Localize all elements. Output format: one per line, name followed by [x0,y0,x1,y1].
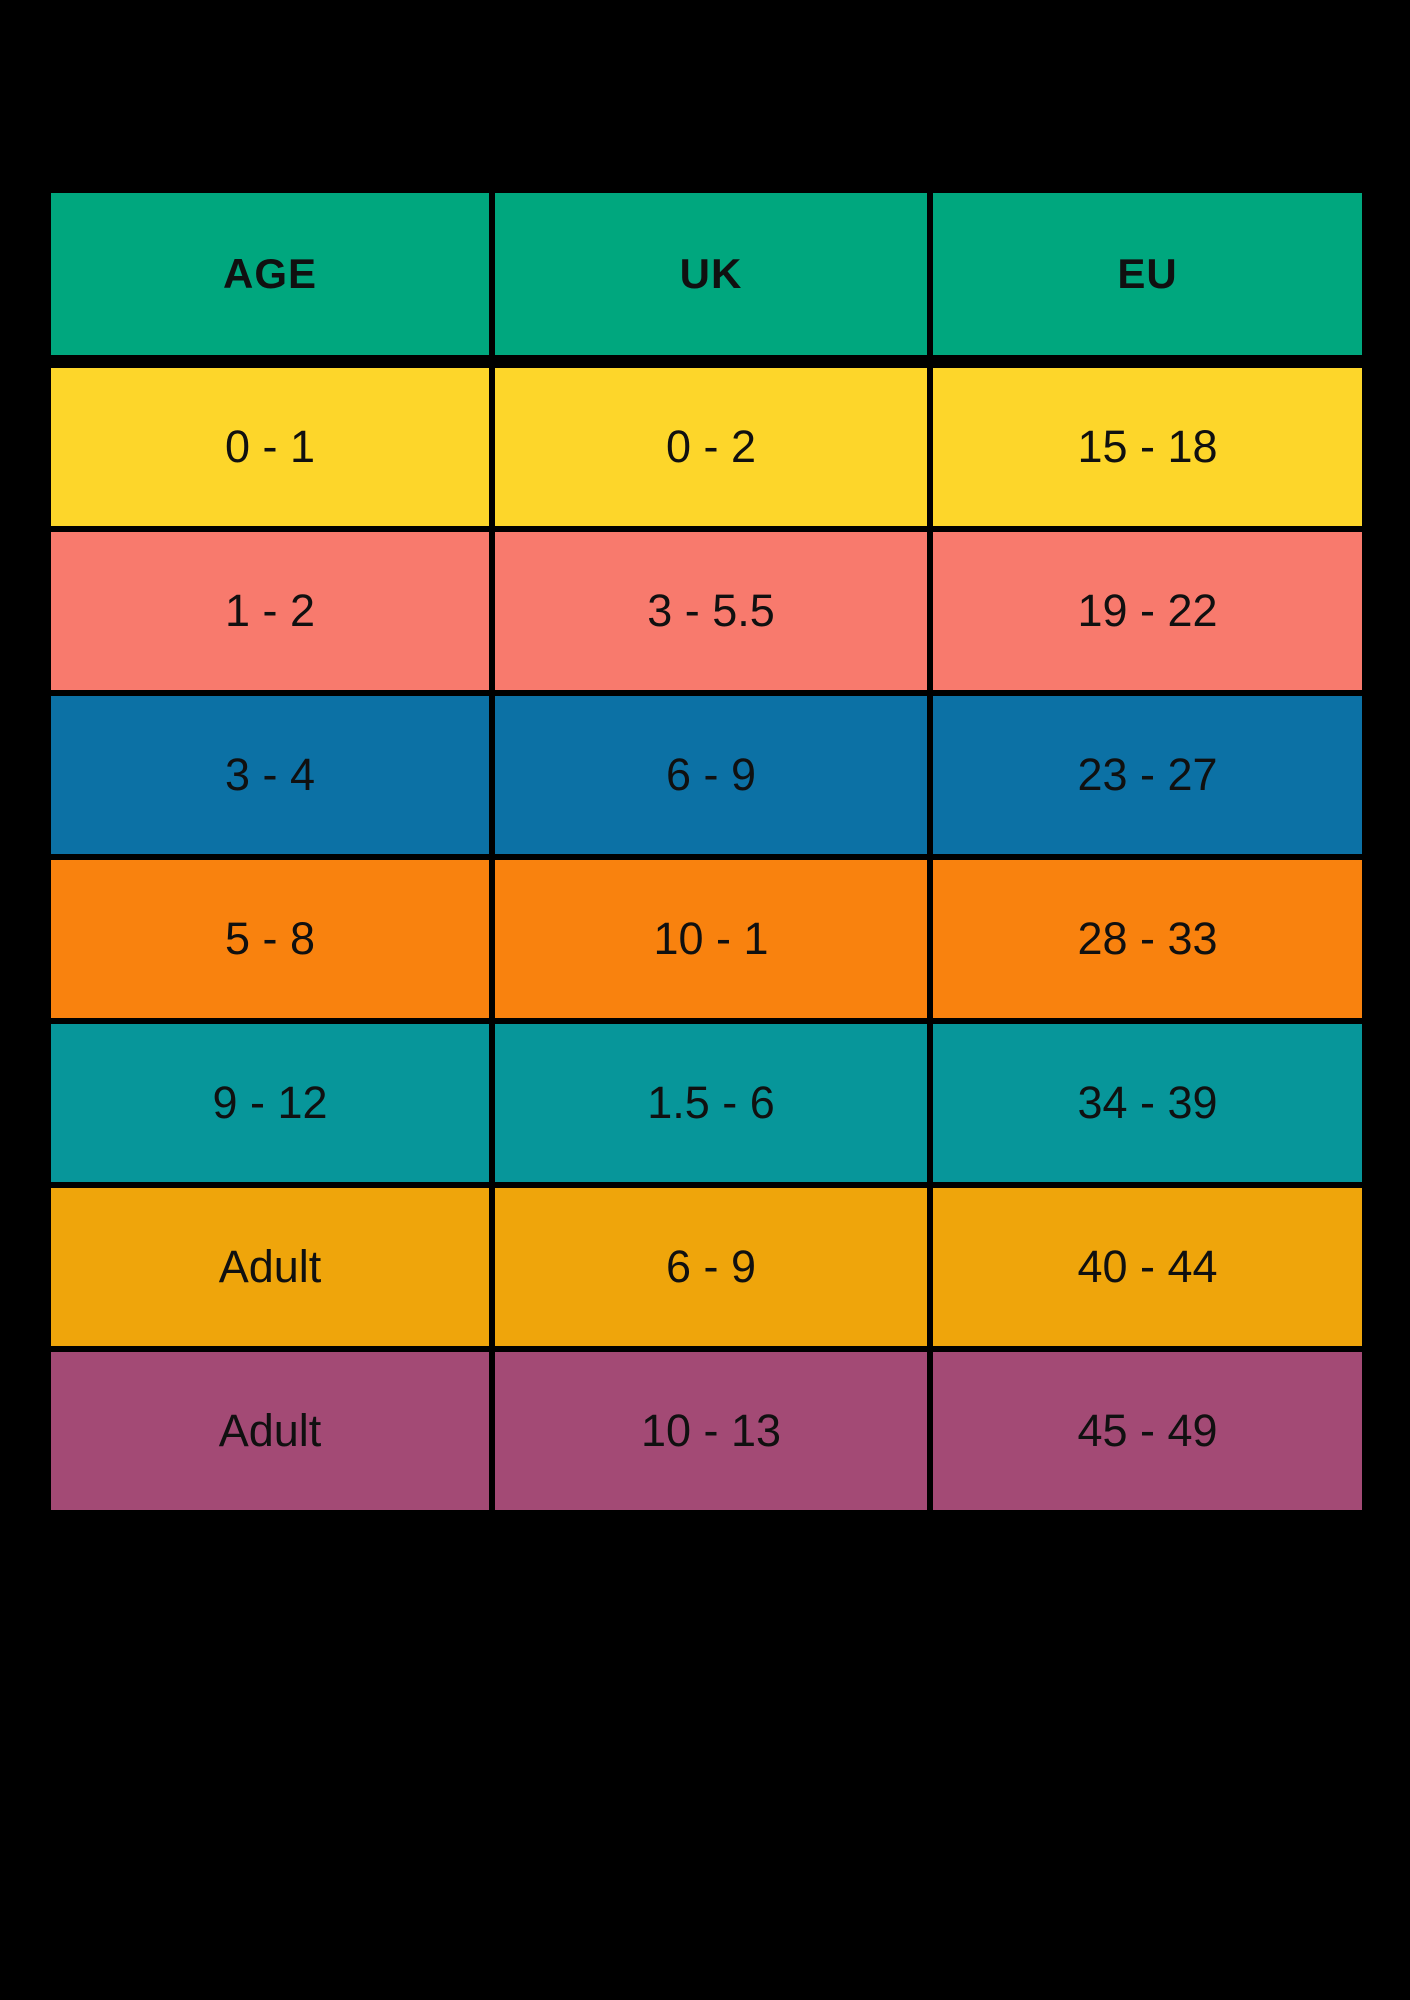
age-cell: 5 - 8 [51,860,489,1018]
table-row: 3 - 4 6 - 9 23 - 27 [51,696,1362,854]
uk-cell: 10 - 1 [495,860,927,1018]
table-body: 0 - 1 0 - 2 15 - 18 1 - 2 3 - 5.5 19 - 2… [51,368,1362,1510]
eu-cell: 34 - 39 [933,1024,1362,1182]
age-cell: Adult [51,1352,489,1510]
eu-cell: 15 - 18 [933,368,1362,526]
table-row: 0 - 1 0 - 2 15 - 18 [51,368,1362,526]
uk-cell: 1.5 - 6 [495,1024,927,1182]
table-row: Adult 10 - 13 45 - 49 [51,1352,1362,1510]
age-cell: Adult [51,1188,489,1346]
column-header-uk: UK [495,193,927,355]
table-row: 5 - 8 10 - 1 28 - 33 [51,860,1362,1018]
eu-cell: 40 - 44 [933,1188,1362,1346]
table-row: 1 - 2 3 - 5.5 19 - 22 [51,532,1362,690]
table-header-row: AGE UK EU [51,193,1362,355]
eu-cell: 23 - 27 [933,696,1362,854]
age-cell: 3 - 4 [51,696,489,854]
eu-cell: 45 - 49 [933,1352,1362,1510]
table-row: 9 - 12 1.5 - 6 34 - 39 [51,1024,1362,1182]
uk-cell: 6 - 9 [495,696,927,854]
eu-cell: 28 - 33 [933,860,1362,1018]
column-header-eu: EU [933,193,1362,355]
uk-cell: 10 - 13 [495,1352,927,1510]
table-row: Adult 6 - 9 40 - 44 [51,1188,1362,1346]
column-header-age: AGE [51,193,489,355]
uk-cell: 0 - 2 [495,368,927,526]
uk-cell: 6 - 9 [495,1188,927,1346]
age-cell: 0 - 1 [51,368,489,526]
eu-cell: 19 - 22 [933,532,1362,690]
uk-cell: 3 - 5.5 [495,532,927,690]
age-cell: 1 - 2 [51,532,489,690]
age-cell: 9 - 12 [51,1024,489,1182]
size-conversion-table: AGE UK EU 0 - 1 0 - 2 15 - 18 1 - 2 3 - … [51,193,1362,1510]
